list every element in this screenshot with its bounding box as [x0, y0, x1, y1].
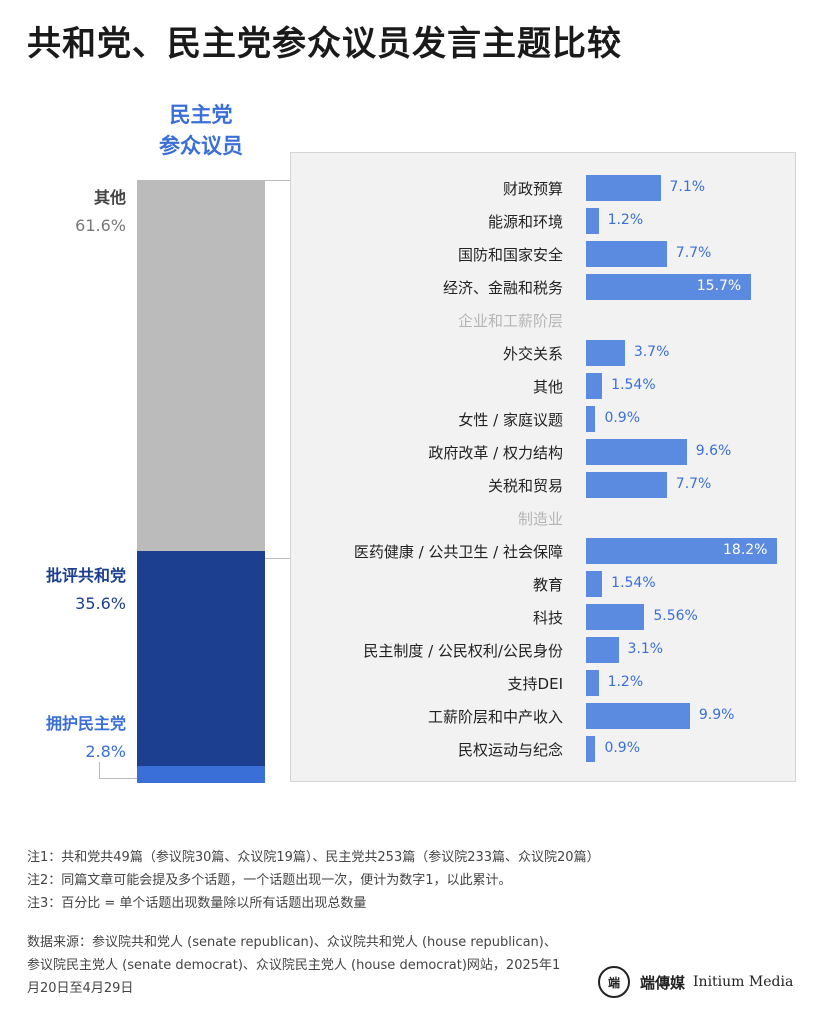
- topic-row: 科技 5.56%: [290, 604, 818, 630]
- topic-label: 民主制度 / 公民权利/公民身份: [363, 642, 563, 660]
- topic-bar: [586, 406, 596, 432]
- topic-row: 民主制度 / 公民权利/公民身份 3.1%: [290, 637, 818, 663]
- topic-value-label: 0.9%: [604, 410, 641, 426]
- topic-label: 工薪阶层和中产收入: [427, 708, 563, 726]
- topic-row: 其他 1.54%: [290, 373, 818, 399]
- topic-value-label: 7.7%: [675, 245, 712, 261]
- topic-value-label: 15.7%: [696, 278, 742, 294]
- topic-value-label: 1.2%: [607, 212, 644, 228]
- logo-name-cn: 端傳媒: [640, 973, 686, 992]
- connector-top: [265, 180, 290, 181]
- topic-row: 经济、金融和税务 15.7%: [290, 274, 818, 300]
- stack-segment-label: 批评共和党: [45, 566, 126, 585]
- topic-bar: [586, 208, 599, 234]
- stack-segment-value: 35.6%: [75, 594, 126, 613]
- topic-bar: [586, 604, 645, 630]
- stack-title: 民主党 参众议员: [137, 100, 265, 162]
- topic-value-label: 3.1%: [627, 641, 664, 657]
- topic-row: 女性 / 家庭议题 0.9%: [290, 406, 818, 432]
- stack-segment-label: 拥护民主党: [45, 714, 126, 733]
- topic-label: 政府改革 / 权力结构: [428, 444, 563, 462]
- topic-bar: [586, 373, 603, 399]
- topic-label: 支持DEI: [507, 675, 563, 693]
- topic-panel: [290, 152, 796, 782]
- topic-row: 政府改革 / 权力结构 9.6%: [290, 439, 818, 465]
- topic-value-label: 9.6%: [695, 443, 732, 459]
- topic-bar: [586, 241, 667, 267]
- topic-bar: [586, 670, 599, 696]
- topic-label: 财政预算: [502, 180, 563, 198]
- logo-name-en: Initium Media: [693, 974, 794, 990]
- topic-label: 民权运动与纪念: [457, 741, 563, 759]
- topic-value-label: 1.54%: [611, 377, 656, 393]
- topic-label: 其他: [532, 378, 563, 396]
- topic-label: 关税和贸易: [487, 477, 563, 495]
- topic-value-label: 1.54%: [611, 575, 656, 591]
- topic-bar: [586, 175, 661, 201]
- stack-title-line-2: 参众议员: [159, 134, 243, 158]
- topic-label: 外交关系: [502, 345, 563, 363]
- topic-value-label: 5.56%: [653, 608, 698, 624]
- connector-tick-v: [99, 762, 100, 778]
- stacked-bar: [137, 180, 265, 783]
- topic-bar: [586, 538, 777, 564]
- topic-row: 企业和工薪阶层: [290, 307, 818, 333]
- topic-row: 国防和国家安全 7.7%: [290, 241, 818, 267]
- topic-bar: [586, 703, 690, 729]
- topic-bar: [586, 637, 619, 663]
- stack-segment-value: 2.8%: [85, 742, 126, 761]
- topic-row: 制造业: [290, 505, 818, 531]
- topic-bar: [586, 274, 751, 300]
- publisher-logo: 端 端傳媒 Initium Media: [598, 966, 793, 998]
- stack-segment: [137, 551, 265, 767]
- stack-segment: [137, 180, 265, 552]
- footnote-3: 注3：百分比 = 单个话题出现数量除以所有话题出现总数量: [27, 896, 367, 911]
- topic-value-label: 1.2%: [607, 674, 644, 690]
- topic-label: 国防和国家安全: [457, 246, 563, 264]
- page-title: 共和党、民主党参众议员发言主题比较: [27, 24, 622, 64]
- topic-row: 关税和贸易 7.7%: [290, 472, 818, 498]
- topic-value-label: 7.7%: [675, 476, 712, 492]
- topic-row: 教育 1.54%: [290, 571, 818, 597]
- topic-label: 能源和环境: [487, 213, 563, 231]
- topic-label: 经济、金融和税务: [442, 279, 563, 297]
- connector-bottom: [265, 558, 290, 559]
- topic-row: 财政预算 7.1%: [290, 175, 818, 201]
- topic-row: 医药健康 / 公共卫生 / 社会保障 18.2%: [290, 538, 818, 564]
- topic-row: 民权运动与纪念 0.9%: [290, 736, 818, 762]
- topic-value-label: 9.9%: [698, 707, 735, 723]
- topic-bar: [586, 571, 603, 597]
- footnote-1: 注1：共和党共49篇（参议院30篇、众议院19篇）、民主党共253篇（参议院23…: [27, 850, 600, 865]
- topic-bar: [586, 736, 596, 762]
- topic-value-label: 18.2%: [723, 542, 768, 558]
- topic-label: 教育: [532, 576, 563, 594]
- stack-title-line-1: 民主党: [169, 103, 233, 127]
- footnotes: 注1：共和党共49篇（参议院30篇、众议院19篇）、民主党共253篇（参议院23…: [27, 846, 600, 915]
- topic-bar: [586, 472, 667, 498]
- topic-label: 女性 / 家庭议题: [458, 411, 563, 429]
- topic-row: 外交关系 3.7%: [290, 340, 818, 366]
- topic-row: 支持DEI 1.2%: [290, 670, 818, 696]
- topic-bar: [586, 340, 625, 366]
- connector-tick-h: [99, 778, 137, 779]
- stack-segment: [137, 766, 265, 783]
- topic-label: 科技: [532, 609, 563, 627]
- stack-segment-label: 其他: [93, 188, 126, 207]
- topic-value-label: 0.9%: [604, 740, 641, 756]
- logo-mark-icon: 端: [598, 966, 630, 998]
- topic-label: 医药健康 / 公共卫生 / 社会保障: [353, 543, 563, 561]
- topic-row: 能源和环境 1.2%: [290, 208, 818, 234]
- topic-value-label: 3.7%: [633, 344, 670, 360]
- topic-row: 工薪阶层和中产收入 9.9%: [290, 703, 818, 729]
- topic-value-label: 7.1%: [669, 179, 706, 195]
- topic-label: 企业和工薪阶层: [457, 312, 563, 330]
- data-source: 数据来源：参议院共和党人 (senate republican)、众议院共和党人…: [27, 935, 561, 996]
- footnote-2: 注2：同篇文章可能会提及多个话题，一个话题出现一次，便计为数字1，以此累计。: [27, 873, 512, 888]
- topic-bar: [586, 439, 687, 465]
- topic-label: 制造业: [517, 510, 563, 528]
- stack-segment-value: 61.6%: [75, 216, 126, 235]
